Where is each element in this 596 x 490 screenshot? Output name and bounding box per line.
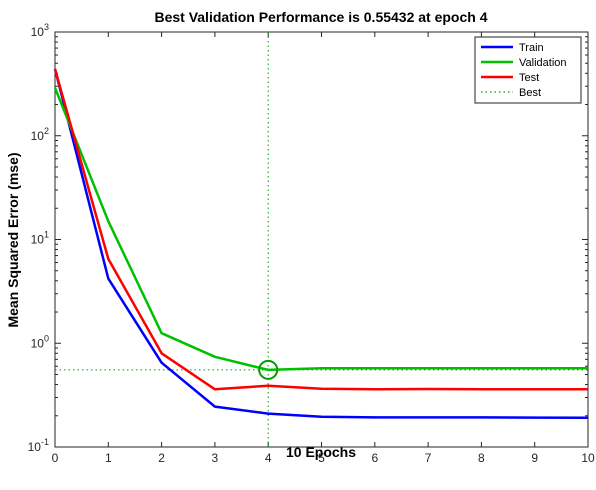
x-tick-label: 9 bbox=[531, 451, 538, 465]
x-tick-label: 4 bbox=[265, 451, 272, 465]
legend-label-best: Best bbox=[519, 87, 541, 99]
x-tick-label: 10 bbox=[581, 451, 595, 465]
x-tick-label: 0 bbox=[52, 451, 59, 465]
x-tick-label: 2 bbox=[158, 451, 165, 465]
x-tick-label: 6 bbox=[371, 451, 378, 465]
x-tick-label: 5 bbox=[318, 451, 325, 465]
y-axis-label: Mean Squared Error (mse) bbox=[5, 152, 21, 327]
x-tick-label: 1 bbox=[105, 451, 112, 465]
x-tick-label: 3 bbox=[212, 451, 219, 465]
x-tick-label: 7 bbox=[425, 451, 432, 465]
chart-title: Best Validation Performance is 0.55432 a… bbox=[154, 9, 487, 25]
legend-label-train: Train bbox=[519, 42, 544, 54]
x-tick-label: 8 bbox=[478, 451, 485, 465]
legend-label-validation: Validation bbox=[519, 57, 567, 69]
legend-label-test: Test bbox=[519, 72, 539, 84]
